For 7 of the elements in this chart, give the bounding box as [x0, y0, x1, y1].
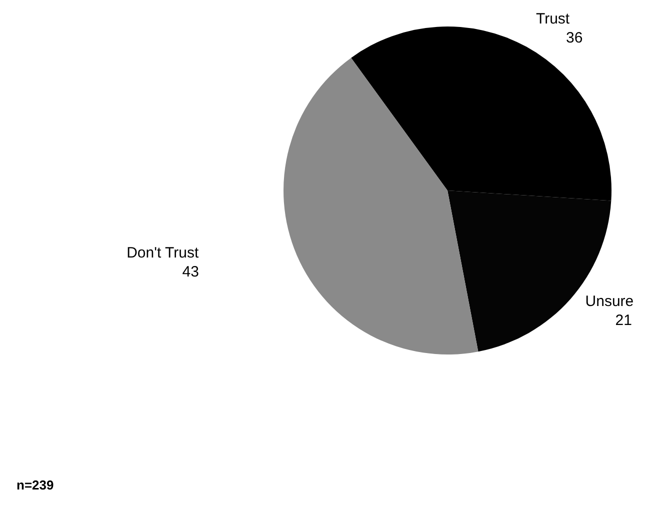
data-label: 43 [182, 263, 199, 280]
data-label: 36 [566, 30, 583, 47]
slice-label: Don't Trust [126, 244, 200, 262]
slice-label: Trust [536, 10, 570, 28]
text: n=239 [16, 478, 54, 492]
data-label: 21 [615, 312, 632, 329]
slice-label: Unsure [585, 292, 634, 310]
